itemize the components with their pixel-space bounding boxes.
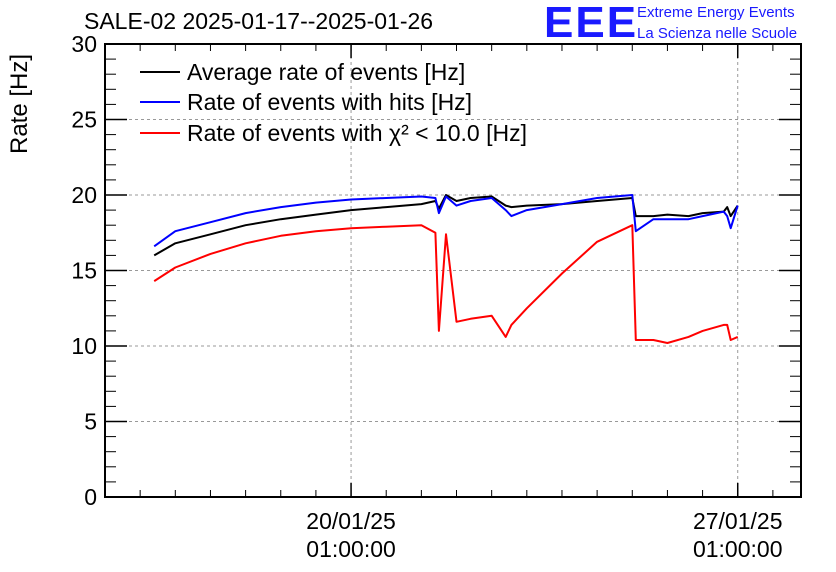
x-tick-label-time: 01:00:00 — [693, 536, 783, 562]
x-tick-label: 20/01/25 — [306, 508, 396, 534]
y-tick-label: 30 — [71, 31, 97, 57]
chart-title: SALE-02 2025-01-17--2025-01-26 — [84, 8, 434, 34]
y-tick-label: 0 — [84, 484, 97, 510]
logo-text-line2: La Scienza nelle Scuole — [637, 25, 798, 42]
series-line-1 — [153, 194, 739, 257]
legend-entry-1: Average rate of events [Hz] — [187, 59, 465, 85]
y-tick-label: 10 — [71, 333, 97, 359]
eee-logo: EEE Extreme Energy Events La Scienza nel… — [544, 0, 836, 47]
y-tick-label: 15 — [71, 258, 97, 284]
series-layer — [153, 194, 739, 344]
y-tick-label: 20 — [71, 182, 97, 208]
series-line-3 — [153, 224, 739, 344]
legend-entry-3: Rate of events with χ² < 10.0 [Hz] — [187, 120, 527, 146]
y-tick-label: 5 — [84, 409, 97, 435]
series-line-2 — [153, 194, 739, 248]
logo-mark: EEE — [544, 0, 639, 47]
legend-entry-2: Rate of events with hits [Hz] — [187, 89, 472, 115]
logo-text-line1: Extreme Energy Events — [637, 4, 795, 21]
grid-layer — [105, 44, 801, 497]
y-axis-label: Rate [Hz] — [6, 54, 33, 154]
y-tick-label: 25 — [71, 107, 97, 133]
x-tick-label: 27/01/25 — [693, 508, 783, 534]
legend: Average rate of events [Hz] Rate of event… — [140, 59, 527, 146]
x-tick-label-time: 01:00:00 — [306, 536, 396, 562]
tick-layer: 05101520253020/01/2501:00:0027/01/2501:0… — [71, 31, 801, 562]
